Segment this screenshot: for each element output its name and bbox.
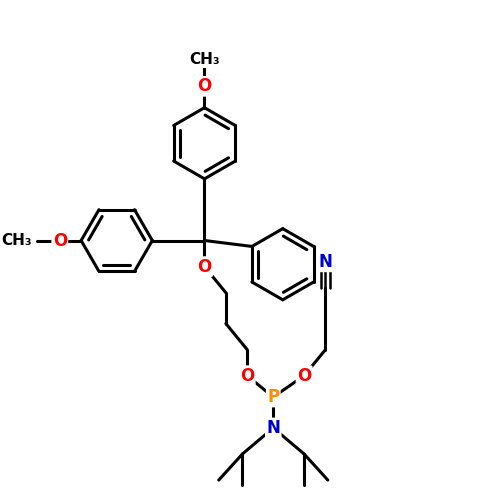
Text: N: N <box>266 419 280 437</box>
Text: N: N <box>318 253 332 271</box>
Text: O: O <box>297 366 311 384</box>
Text: O: O <box>240 366 254 384</box>
Text: CH₃: CH₃ <box>189 52 220 67</box>
Text: CH₃: CH₃ <box>2 233 32 248</box>
Text: O: O <box>198 78 211 96</box>
Text: O: O <box>52 232 67 250</box>
Text: O: O <box>198 258 211 276</box>
Text: P: P <box>267 388 280 406</box>
